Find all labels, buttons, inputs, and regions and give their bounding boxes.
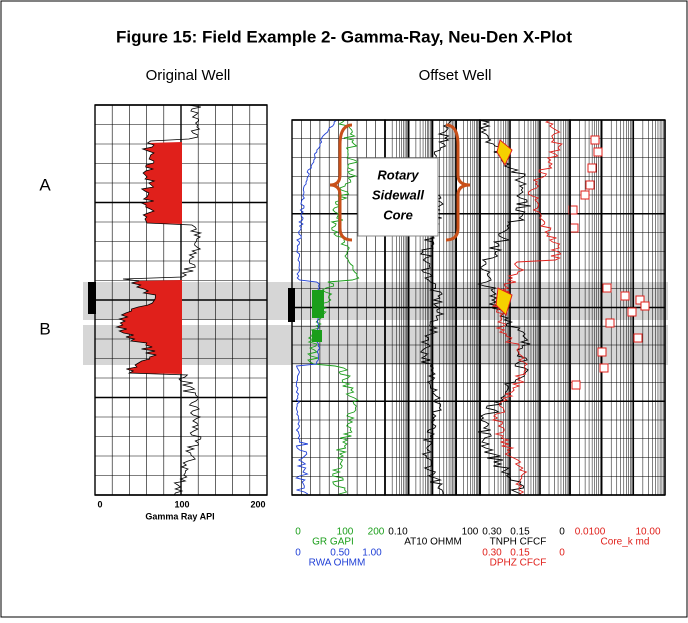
tick-label: 100 — [174, 499, 189, 509]
tick-label: 0.30 — [482, 527, 502, 538]
core-sample — [571, 380, 581, 390]
tick-label: 100 — [462, 527, 479, 538]
tick-label: 0.0100 — [575, 527, 606, 538]
brace — [445, 123, 471, 242]
axis-label: GR GAPI — [312, 537, 354, 548]
core-sample — [627, 307, 637, 317]
logs: 0 100 200 Gamma Ray API 0 100 200 GR GAPI 0 0.50 1… — [83, 104, 668, 569]
tick-label: 0 — [295, 527, 301, 538]
tick-label: 10.00 — [635, 527, 660, 538]
core-sample — [593, 147, 603, 157]
zone-marker — [88, 282, 96, 314]
tick-label: 0.30 — [482, 548, 502, 559]
axis-label: Gamma Ray API — [145, 511, 214, 521]
gr-fill — [312, 290, 324, 318]
tick-label: 0.10 — [388, 527, 408, 538]
core-sample — [597, 347, 607, 357]
core-sample — [620, 291, 630, 301]
core-sample — [590, 135, 600, 145]
axis-label: Core_k md — [601, 537, 650, 548]
tick-label: 0 — [295, 548, 301, 559]
tick-label: 0.50 — [330, 548, 350, 559]
callout-text: Rotary — [377, 167, 419, 182]
core-sample — [633, 333, 643, 343]
tick-label: 0 — [559, 548, 565, 559]
zone-label: B — [39, 319, 50, 338]
gr-fill — [312, 330, 322, 342]
core-sample — [640, 301, 650, 311]
crossover-fill — [495, 139, 513, 316]
callout-text: Core — [383, 207, 413, 222]
axis-label: DPHZ CFCF — [490, 558, 547, 569]
axis-label: TNPH CFCF — [490, 537, 547, 548]
axis-label: AT10 OHMM — [404, 537, 462, 548]
tick-label: 0.15 — [510, 548, 530, 559]
tick-label: 200 — [250, 499, 265, 509]
core-sample — [587, 163, 597, 173]
core-sample — [602, 283, 612, 293]
tick-label: 200 — [368, 527, 385, 538]
track-frame — [94, 104, 268, 496]
core-sample — [569, 223, 579, 233]
panel-title: Offset Well — [419, 67, 492, 84]
title: Figure 15: Field Example 2- Gamma-Ray, N… — [116, 27, 572, 46]
shale-fill — [141, 142, 182, 224]
axis-label: RWA OHMM — [309, 558, 366, 569]
core-sample — [585, 180, 595, 190]
callout-box — [357, 157, 439, 237]
core-sample — [568, 205, 578, 215]
gamma-curve — [115, 104, 203, 496]
callout-text: Sidewall — [372, 187, 424, 202]
tick-label: 0 — [97, 499, 102, 509]
track-frame — [569, 119, 666, 496]
tick-label: 0 — [559, 527, 565, 538]
tick-label: 100 — [337, 527, 354, 538]
callout: Rotary Sidewall Core — [329, 123, 471, 242]
tick-label: 1.00 — [362, 548, 382, 559]
shale-fill — [116, 280, 182, 374]
core-sample — [580, 190, 590, 200]
tick-label: 0.15 — [510, 527, 530, 538]
core-sample — [635, 295, 645, 305]
brace — [329, 123, 353, 242]
panel-title: Original Well — [146, 67, 231, 84]
zone-label: A — [39, 175, 51, 194]
core-sample — [599, 363, 609, 373]
core-sample — [605, 318, 615, 328]
